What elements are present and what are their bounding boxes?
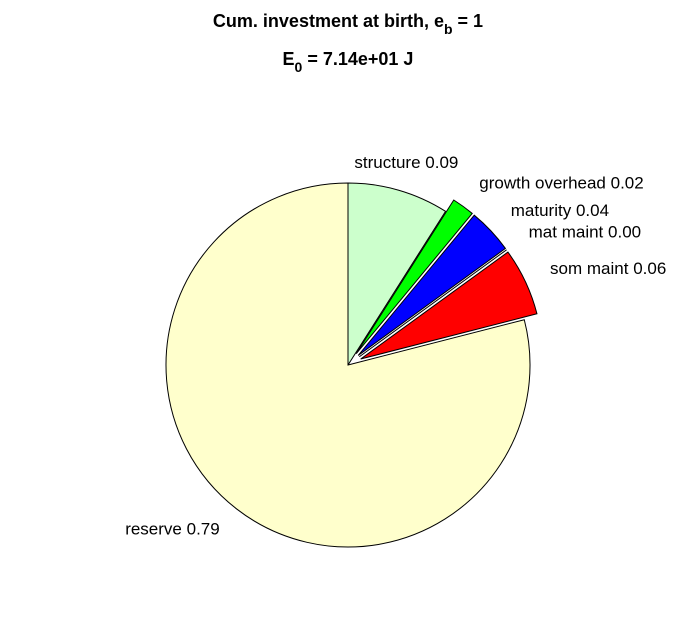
title-part: = 1	[453, 11, 484, 31]
subtitle-part: = 7.14e+01 J	[302, 49, 413, 69]
subtitle-part: E	[283, 49, 295, 69]
slice-label: reserve 0.79	[125, 520, 220, 539]
slice-name: som maint	[550, 259, 629, 278]
slice-label: som maint 0.06	[550, 259, 666, 278]
slice-name: reserve	[125, 520, 182, 539]
slice-name: growth overhead	[479, 174, 606, 193]
slice-label: maturity 0.04	[511, 202, 609, 221]
slice-value: 0.02	[611, 174, 644, 193]
slice-name: mat maint	[529, 223, 604, 242]
subtitle-subscript: 0	[295, 59, 303, 75]
pie-slice	[359, 249, 507, 358]
title-subscript: b	[444, 21, 453, 37]
chart-title: Cum. investment at birth, eb = 1	[213, 11, 483, 37]
pie-slice	[360, 251, 538, 360]
slice-value: 0.79	[187, 520, 220, 539]
chart-subtitle: E0 = 7.14e+01 J	[283, 49, 414, 75]
slice-label: mat maint 0.00	[529, 223, 641, 242]
slice-name: maturity	[511, 202, 572, 221]
slice-label: growth overhead 0.02	[479, 174, 643, 193]
slice-value: 0.09	[425, 153, 458, 172]
pie-slice	[165, 182, 531, 548]
slice-value: 0.04	[576, 202, 609, 221]
slice-value: 0.06	[633, 259, 666, 278]
slice-name: structure	[354, 153, 420, 172]
pie-slice	[355, 199, 473, 354]
slice-label: structure 0.09	[354, 153, 458, 172]
title-part: Cum. investment at birth, e	[213, 11, 444, 31]
pie-slice	[347, 182, 447, 367]
slice-value: 0.00	[608, 223, 641, 242]
pie-slice	[357, 214, 507, 356]
